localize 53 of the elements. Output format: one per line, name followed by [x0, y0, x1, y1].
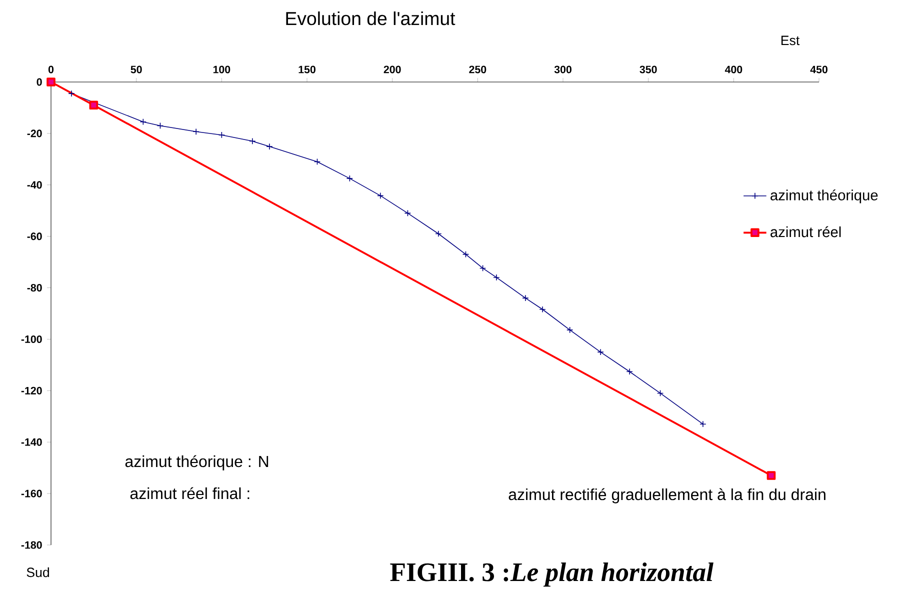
point [435, 230, 442, 238]
point [218, 132, 226, 138]
point [404, 210, 412, 216]
point [156, 122, 164, 130]
x-tick-label: 450 [810, 66, 828, 74]
legend-label: azimut réel [770, 226, 841, 238]
point [377, 192, 384, 199]
y-tick-label: 0 [36, 78, 42, 86]
annotation: azimut réel final : [130, 487, 250, 500]
point [140, 118, 146, 126]
point [68, 90, 75, 97]
y-tick-label: -160 [21, 490, 42, 498]
x-tick-label: 0 [48, 66, 54, 74]
y-tick-label: -40 [27, 181, 42, 189]
y-tick-label: -180 [21, 541, 42, 549]
point [493, 274, 500, 281]
chart-title: Evolution de l'azimut [286, 11, 456, 26]
x-tick-label: 250 [469, 66, 486, 74]
point [462, 250, 470, 258]
point [656, 390, 664, 397]
point [479, 264, 486, 272]
x-tick-label: 200 [384, 66, 401, 74]
point [766, 471, 776, 480]
x-tick-label: 400 [724, 66, 742, 74]
x-tick-label: 150 [298, 66, 316, 74]
point [314, 158, 321, 166]
point [266, 143, 273, 150]
y-tick-label: -120 [21, 386, 42, 394]
x-tick-label: 50 [130, 66, 142, 74]
point [522, 294, 529, 302]
x-tick-label: 100 [213, 66, 230, 74]
point [700, 420, 706, 428]
text: Sud [26, 567, 50, 578]
point [626, 368, 633, 375]
text: FIGIII. 3 :Le plan horizontal [390, 562, 714, 587]
y-tick-label: -80 [27, 284, 42, 292]
y-tick-label: -60 [27, 232, 42, 240]
point [346, 175, 354, 182]
y-tick-label: -20 [27, 130, 42, 138]
text: Est [781, 36, 800, 46]
x-tick-label: 300 [554, 66, 572, 74]
legend-label: azimut théorique [770, 189, 878, 204]
annotation: azimut théorique : N [125, 455, 268, 470]
point [89, 100, 98, 110]
point [597, 348, 604, 356]
point [566, 326, 574, 334]
annotation: azimut rectifié graduellement à la fin du drain [508, 488, 826, 504]
y-tick-label: -100 [21, 335, 42, 343]
point [249, 138, 256, 144]
x-tick-label: 350 [640, 66, 657, 74]
point [539, 306, 546, 313]
point [192, 128, 200, 135]
y-tick-label: -140 [21, 438, 42, 446]
